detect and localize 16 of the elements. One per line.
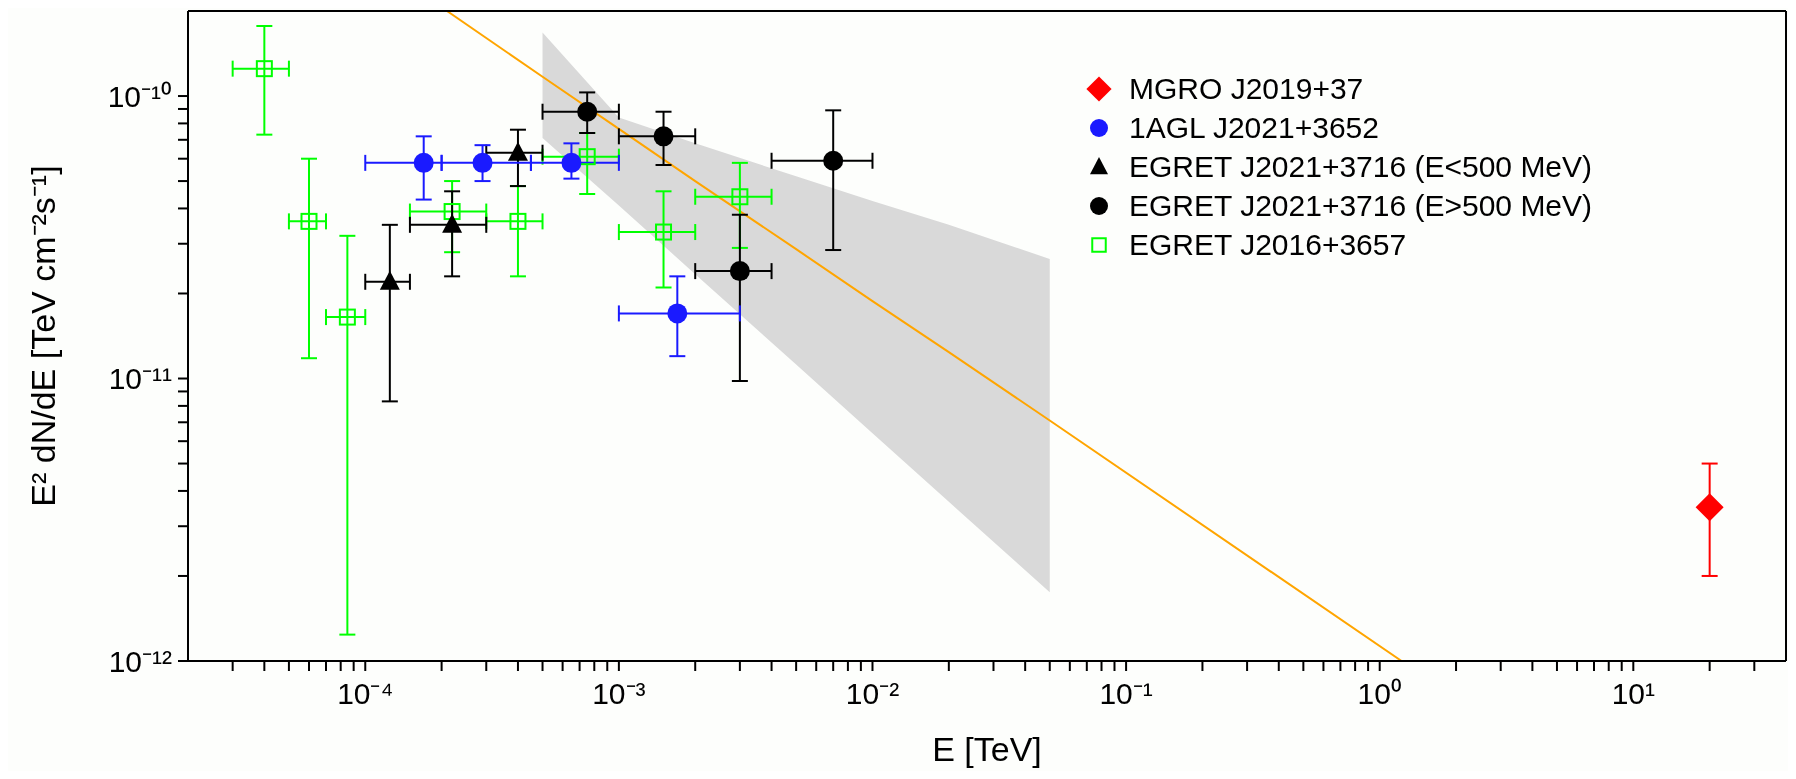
- x-tick-label: 10⁻⁴: [337, 677, 394, 711]
- y-tick-label: 10⁻¹²: [108, 644, 172, 678]
- x-tick-label: 10⁻¹: [1099, 677, 1153, 711]
- y-axis-title: E² dN/dE [TeV cm⁻²s⁻¹]: [24, 165, 63, 507]
- legend-label: EGRET J2021+3716 (E<500 MeV): [1129, 149, 1593, 185]
- x-tick-label: 10⁻²: [845, 677, 900, 711]
- x-axis-title: E [TeV]: [932, 730, 1042, 768]
- y-tick-label: 10⁻¹¹: [108, 362, 172, 396]
- legend-label: EGRET J2021+3716 (E>500 MeV): [1129, 188, 1593, 224]
- y-tick-label: 10⁻¹⁰: [107, 79, 172, 113]
- legend-label: MGRO J2019+37: [1129, 71, 1364, 107]
- x-tick-label: 10⁰: [1357, 677, 1402, 711]
- x-tick-label: 10⁻³: [592, 677, 646, 711]
- x-tick-label: 10¹: [1611, 677, 1655, 711]
- legend-label: 1AGL J2021+3652: [1129, 110, 1379, 146]
- legend-label: EGRET J2016+3657: [1129, 227, 1407, 263]
